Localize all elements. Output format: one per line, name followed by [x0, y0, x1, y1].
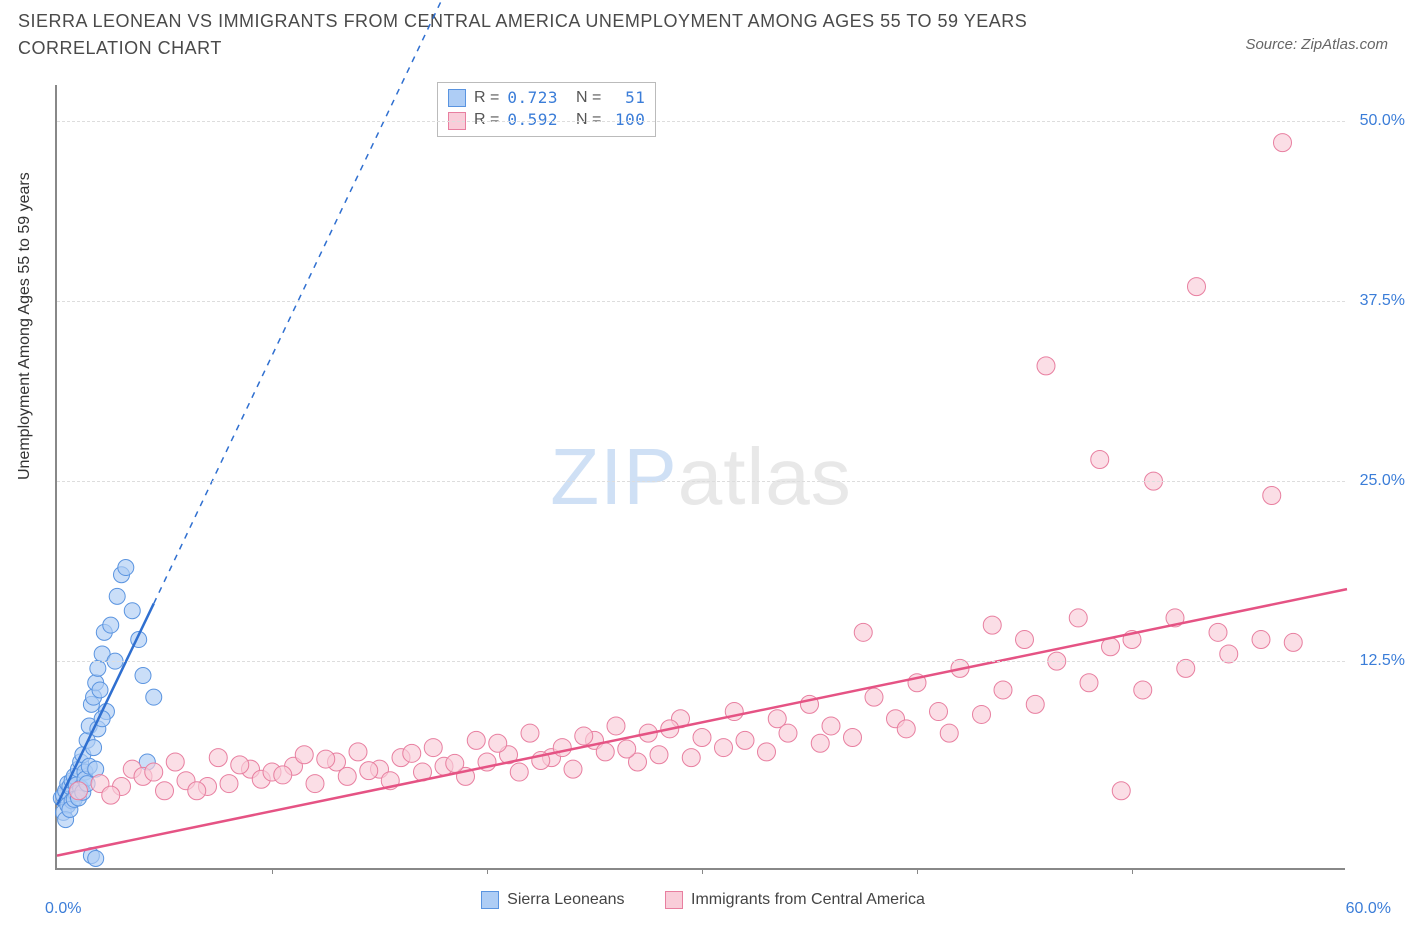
scatter-point	[306, 775, 324, 793]
x-tick-mark	[917, 868, 918, 874]
y-tick-label: 12.5%	[1350, 652, 1405, 670]
stats-swatch	[448, 89, 466, 107]
scatter-point	[973, 705, 991, 723]
stats-box: R =0.723N =51R =0.592N =100	[437, 82, 656, 137]
gridline	[57, 121, 1345, 122]
legend-item-central-america: Immigrants from Central America	[665, 891, 925, 909]
stats-row-sierra_leoneans: R =0.723N =51	[448, 87, 645, 109]
scatter-point	[338, 767, 356, 785]
scatter-point	[607, 717, 625, 735]
chart-header: SIERRA LEONEAN VS IMMIGRANTS FROM CENTRA…	[18, 8, 1388, 62]
scatter-point	[88, 850, 104, 866]
scatter-point	[102, 786, 120, 804]
scatter-point	[166, 753, 184, 771]
scatter-point	[1026, 695, 1044, 713]
scatter-point	[145, 763, 163, 781]
scatter-point	[1284, 633, 1302, 651]
scatter-point	[510, 763, 528, 781]
scatter-point	[553, 739, 571, 757]
scatter-point	[156, 782, 174, 800]
scatter-point	[1252, 631, 1270, 649]
scatter-point	[349, 743, 367, 761]
scatter-point	[596, 743, 614, 761]
scatter-point	[124, 603, 140, 619]
scatter-point	[403, 744, 421, 762]
scatter-point	[92, 682, 108, 698]
scatter-point	[758, 743, 776, 761]
scatter-point	[1188, 278, 1206, 296]
scatter-point	[220, 775, 238, 793]
x-tick-mark	[272, 868, 273, 874]
scatter-point	[360, 762, 378, 780]
gridline	[57, 301, 1345, 302]
scatter-point	[844, 728, 862, 746]
scatter-point	[1134, 681, 1152, 699]
legend-swatch-sierra	[481, 891, 499, 909]
y-axis-label: Unemployment Among Ages 55 to 59 years	[16, 172, 34, 480]
scatter-point	[1263, 487, 1281, 505]
scatter-point	[994, 681, 1012, 699]
scatter-point	[865, 688, 883, 706]
chart-title: SIERRA LEONEAN VS IMMIGRANTS FROM CENTRA…	[18, 8, 1118, 62]
scatter-point	[274, 766, 292, 784]
x-tick-mark	[1132, 868, 1133, 874]
scatter-point	[424, 739, 442, 757]
scatter-point	[295, 746, 313, 764]
scatter-point	[715, 739, 733, 757]
scatter-point	[1091, 450, 1109, 468]
scatter-point	[521, 724, 539, 742]
scatter-point	[811, 734, 829, 752]
scatter-point	[188, 782, 206, 800]
scatter-point	[779, 724, 797, 742]
scatter-point	[940, 724, 958, 742]
scatter-point	[1016, 631, 1034, 649]
scatter-point	[682, 749, 700, 767]
scatter-point	[575, 727, 593, 745]
scatter-point	[103, 617, 119, 633]
scatter-point	[118, 560, 134, 576]
scatter-point	[736, 731, 754, 749]
scatter-point	[930, 703, 948, 721]
legend-swatch-central-america	[665, 891, 683, 909]
scatter-point	[564, 760, 582, 778]
scatter-point	[1037, 357, 1055, 375]
scatter-point	[1112, 782, 1130, 800]
legend: Sierra Leoneans Immigrants from Central …	[0, 891, 1406, 914]
scatter-point	[231, 756, 249, 774]
x-tick-mark	[487, 868, 488, 874]
y-tick-label: 50.0%	[1350, 112, 1405, 130]
trend-line-central_america	[57, 589, 1347, 855]
gridline	[57, 661, 1345, 662]
plot-area: ZIPatlas R =0.723N =51R =0.592N =100 12.…	[55, 85, 1345, 870]
scatter-point	[146, 689, 162, 705]
scatter-point	[854, 623, 872, 641]
scatter-point	[70, 782, 88, 800]
gridline	[57, 481, 1345, 482]
scatter-point	[693, 728, 711, 746]
y-tick-label: 25.0%	[1350, 472, 1405, 490]
scatter-point	[446, 754, 464, 772]
scatter-point	[618, 740, 636, 758]
scatter-point	[1274, 134, 1292, 152]
scatter-point	[467, 731, 485, 749]
scatter-point	[90, 660, 106, 676]
scatter-point	[1069, 609, 1087, 627]
scatter-point	[209, 749, 227, 767]
scatter-point	[1209, 623, 1227, 641]
y-tick-label: 37.5%	[1350, 292, 1405, 310]
scatter-point	[650, 746, 668, 764]
scatter-point	[1080, 674, 1098, 692]
scatter-point	[897, 720, 915, 738]
legend-item-sierra: Sierra Leoneans	[481, 891, 624, 909]
scatter-point	[135, 668, 151, 684]
x-tick-mark	[702, 868, 703, 874]
scatter-point	[489, 734, 507, 752]
scatter-svg	[57, 85, 1345, 868]
scatter-point	[317, 750, 335, 768]
scatter-point	[822, 717, 840, 735]
scatter-point	[109, 588, 125, 604]
source-attribution: Source: ZipAtlas.com	[1245, 36, 1388, 53]
scatter-point	[983, 616, 1001, 634]
